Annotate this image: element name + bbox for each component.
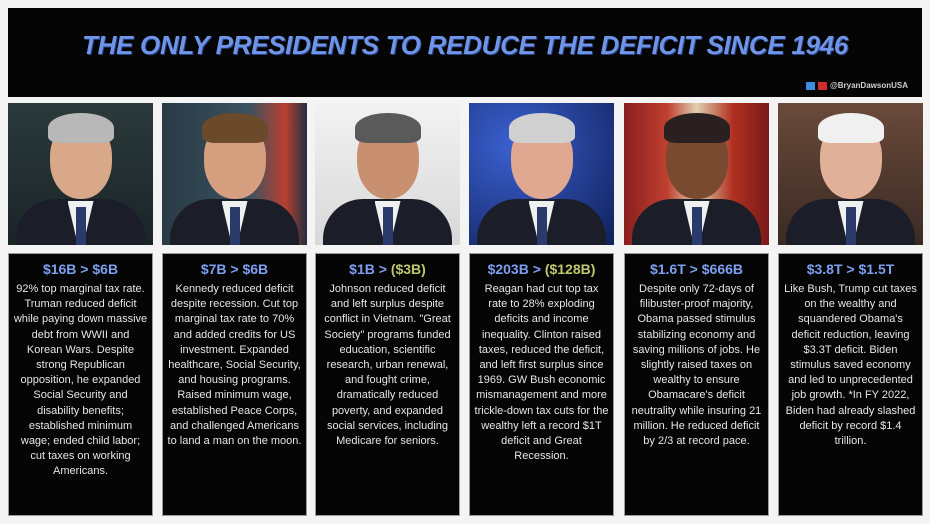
tie-shape (75, 207, 86, 245)
deficit-to: $6B (92, 261, 119, 277)
description: Despite only 72-days of filibuster-proof… (631, 283, 762, 448)
info-box: $203B > ($128B) Reagan had cut top tax r… (469, 253, 614, 516)
description: Johnson reduced deficit and left surplus… (324, 283, 451, 448)
portrait-photo (469, 103, 614, 245)
info-box: $16B > $6B 92% top marginal tax rate. Tr… (8, 253, 153, 516)
tie-shape (536, 207, 547, 245)
info-box: $1.6T > $666B Despite only 72-days of fi… (624, 253, 769, 516)
hair-shape (201, 113, 268, 143)
info-box: $1B > ($3B) Johnson reduced deficit and … (315, 253, 460, 516)
hair-shape (354, 113, 421, 143)
separator: > (76, 261, 93, 277)
president-column: $1B > ($3B) Johnson reduced deficit and … (315, 103, 460, 516)
tie-shape (229, 207, 240, 245)
separator: > (685, 261, 702, 277)
description: Kennedy reduced deficit despite recessio… (167, 283, 302, 448)
deficit-to: $6B (242, 261, 269, 277)
deficit-change: $1.6T > $666B (629, 261, 764, 277)
portrait-photo (315, 103, 460, 245)
tie-shape (691, 207, 702, 245)
hair-shape (47, 113, 114, 143)
portrait-photo (162, 103, 307, 245)
description: 92% top marginal tax rate. Truman reduce… (13, 283, 148, 478)
president-column: $7B > $6B Kennedy reduced deficit despit… (162, 103, 307, 516)
tie-shape (382, 207, 393, 245)
credit-handle: @BryanDawsonUSA (829, 81, 908, 90)
tie-shape (845, 207, 856, 245)
separator: > (226, 261, 243, 277)
deficit-change: $3.8T > $1.5T (783, 261, 918, 277)
hair-shape (817, 113, 884, 143)
portrait-photo (778, 103, 923, 245)
hair-shape (663, 113, 730, 143)
portrait-photo (8, 103, 153, 245)
deficit-from: $16B (42, 261, 77, 277)
deficit-to: $1.5T (858, 261, 895, 277)
page-title: THE ONLY PRESIDENTS TO REDUCE THE DEFICI… (82, 30, 848, 60)
president-column: $16B > $6B 92% top marginal tax rate. Tr… (8, 103, 153, 516)
deficit-change: $1B > ($3B) (320, 261, 455, 277)
portrait-photo (624, 103, 769, 245)
separator: > (374, 261, 391, 277)
deficit-change: $203B > ($128B) (474, 261, 609, 277)
deficit-from: $203B (487, 261, 529, 277)
deficit-to: $666B (701, 261, 744, 277)
youtube-icon (817, 81, 827, 90)
separator: > (528, 261, 545, 277)
deficit-from: $1.6T (649, 261, 686, 277)
deficit-to: ($128B) (544, 261, 596, 277)
social-credit: @BryanDawsonUSA (805, 81, 908, 90)
deficit-change: $16B > $6B (13, 261, 148, 277)
description: Reagan had cut top tax rate to 28% explo… (474, 283, 609, 463)
deficit-change: $7B > $6B (167, 261, 302, 277)
separator: > (842, 261, 859, 277)
president-column: $1.6T > $666B Despite only 72-days of fi… (624, 103, 769, 516)
info-box: $3.8T > $1.5T Like Bush, Trump cut taxes… (778, 253, 923, 516)
deficit-to: ($3B) (390, 261, 426, 277)
deficit-from: $3.8T (806, 261, 843, 277)
president-column: $3.8T > $1.5T Like Bush, Trump cut taxes… (778, 103, 923, 516)
hair-shape (508, 113, 575, 143)
description: Like Bush, Trump cut taxes on the wealth… (784, 283, 917, 448)
deficit-from: $1B (349, 261, 375, 277)
twitter-icon (805, 81, 815, 90)
president-column: $203B > ($128B) Reagan had cut top tax r… (469, 103, 614, 516)
title-banner: THE ONLY PRESIDENTS TO REDUCE THE DEFICI… (8, 8, 922, 97)
deficit-from: $7B (200, 261, 227, 277)
info-box: $7B > $6B Kennedy reduced deficit despit… (162, 253, 307, 516)
